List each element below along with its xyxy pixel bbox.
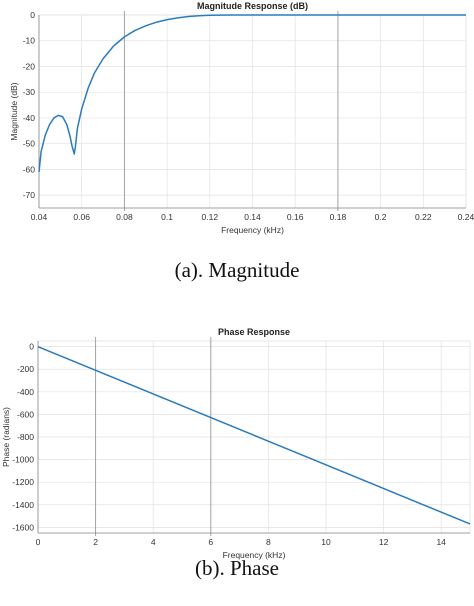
- y-axis-label: Phase (radians): [1, 407, 11, 467]
- y-tick-label: 0: [29, 342, 34, 352]
- y-tick-label: -40: [23, 113, 36, 123]
- y-tick-label: -10: [23, 36, 36, 46]
- y-tick-label: -1400: [12, 500, 34, 510]
- x-tick-label: 0.22: [415, 212, 432, 222]
- x-tick-label: 0.18: [330, 212, 347, 222]
- x-axis-label: Frequency (kHz): [221, 225, 284, 235]
- phase-response-chart: 0 2 4 6 8 10 12 14 0 -200 -400 -600 -800 -1000 -1200 -1…: [1, 327, 471, 560]
- series-line: [38, 14, 466, 173]
- x-tick-label: 0.24: [458, 212, 474, 222]
- y-tick-label: -60: [23, 164, 36, 174]
- x-tick-label: 0.1: [161, 212, 173, 222]
- caption-magnitude: (a). Magnitude: [174, 258, 300, 282]
- chart-title: Magnitude Response (dB): [197, 1, 308, 11]
- caption-phase: (b). Phase: [195, 556, 279, 580]
- x-tick-label: 0.2: [375, 212, 387, 222]
- x-tick-label: 12: [379, 537, 389, 547]
- y-tick-label: -70: [23, 190, 36, 200]
- y-tick-label: -1000: [12, 455, 34, 465]
- x-tick-label: 0.16: [287, 212, 304, 222]
- y-tick-label: -800: [17, 432, 34, 442]
- x-tick-label: 10: [321, 537, 331, 547]
- x-tick-label: 14: [436, 537, 446, 547]
- x-tick-label: 6: [208, 537, 213, 547]
- y-tick-label: -30: [23, 87, 36, 97]
- y-tick-label: -400: [17, 387, 34, 397]
- y-tick-label: -1200: [12, 477, 34, 487]
- chart-title: Phase Response: [218, 327, 290, 337]
- y-tick-label: -50: [23, 139, 36, 149]
- x-tick-label: 2: [93, 537, 98, 547]
- y-tick-label: -20: [23, 61, 36, 71]
- x-tick-label: 0: [36, 537, 41, 547]
- x-tick-label: 4: [151, 537, 156, 547]
- x-tick-label: 0.12: [202, 212, 219, 222]
- magnitude-response-chart: 0.04 0.06 0.08 0.1 0.12 0.14 0.16 0.18 0.2 0.22 0.…: [9, 1, 474, 235]
- y-tick-label: -200: [17, 364, 34, 374]
- y-tick-label: -1600: [12, 522, 34, 532]
- x-tick-label: 0.08: [116, 212, 133, 222]
- y-tick-label: -600: [17, 409, 34, 419]
- x-tick-label: 0.04: [31, 212, 48, 222]
- x-tick-label: 0.14: [244, 212, 261, 222]
- x-axis-label: Frequency (kHz): [223, 550, 286, 560]
- x-tick-label: 8: [266, 537, 271, 547]
- y-tick-label: 0: [30, 10, 35, 20]
- y-axis-label: Magnitude (dB): [9, 82, 19, 140]
- x-tick-label: 0.06: [73, 212, 90, 222]
- series-line: [37, 345, 471, 525]
